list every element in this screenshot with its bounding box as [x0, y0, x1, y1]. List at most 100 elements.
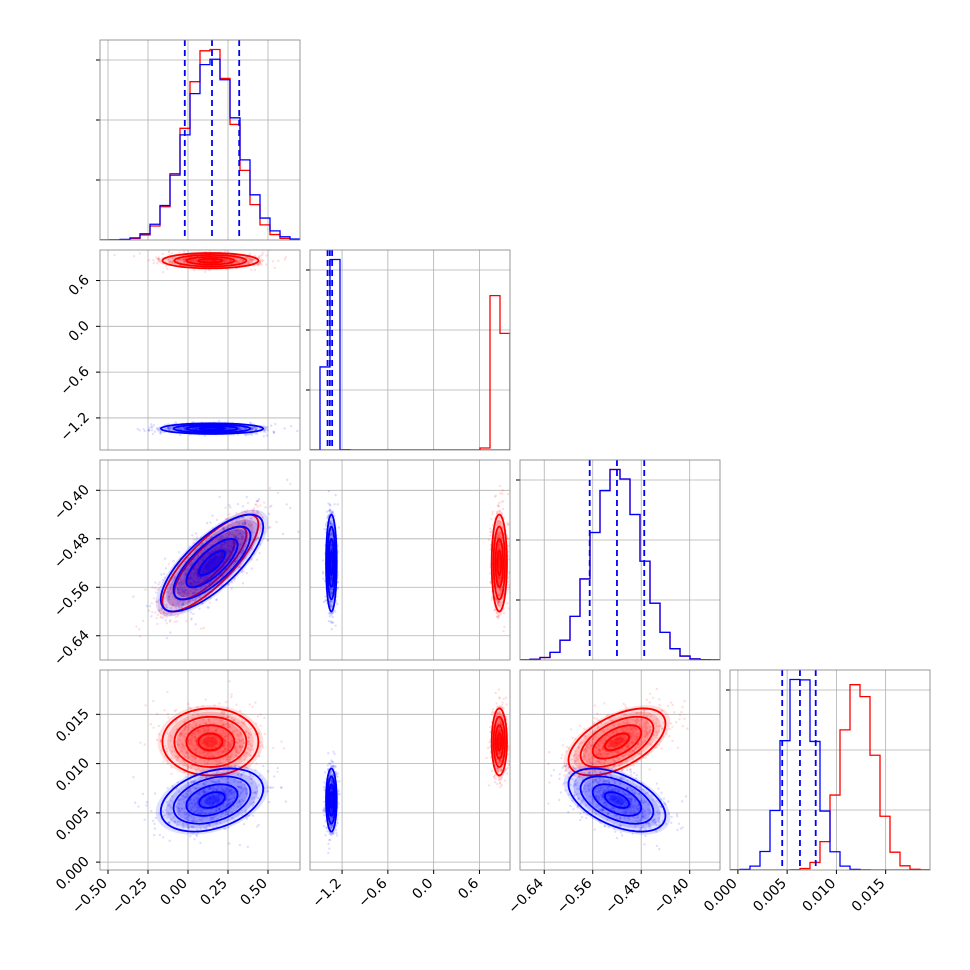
scatter-point — [189, 582, 192, 585]
scatter-point — [206, 728, 209, 731]
scatter-point — [498, 545, 501, 548]
scatter-point — [191, 576, 194, 580]
scatter-point — [211, 550, 214, 554]
scatter-point — [240, 541, 243, 544]
scatter-point — [233, 560, 237, 563]
scatter-point — [252, 507, 256, 510]
scatter-point — [239, 531, 242, 535]
scatter-point — [261, 253, 264, 257]
scatter-point — [497, 600, 501, 603]
scatter-point — [147, 429, 150, 432]
scatter-point — [215, 557, 219, 561]
scatter-point — [261, 516, 265, 519]
scatter-point — [497, 601, 500, 604]
scatter-point — [254, 538, 257, 541]
scatter-point — [497, 576, 500, 580]
scatter-point — [202, 567, 205, 571]
scatter-point — [202, 567, 205, 570]
scatter-point — [166, 712, 170, 716]
scatter-point — [231, 546, 234, 550]
scatter-point — [489, 581, 492, 584]
scatter-point — [289, 425, 293, 428]
scatter-point — [330, 532, 333, 536]
scatter-point — [330, 516, 333, 520]
scatter-point — [218, 761, 221, 765]
scatter-point — [253, 268, 257, 272]
scatter-point — [323, 527, 326, 531]
scatter-point — [244, 538, 247, 542]
scatter-point — [181, 579, 185, 582]
scatter-point — [183, 260, 186, 263]
scatter-point — [204, 555, 207, 559]
scatter-point — [191, 759, 194, 762]
scatter-point — [210, 740, 214, 744]
scatter-point — [230, 543, 233, 546]
scatter-point — [193, 583, 196, 586]
scatter-point — [189, 589, 193, 593]
scatter-point — [230, 545, 234, 548]
scatter-point — [198, 607, 201, 610]
scatter-point — [330, 621, 333, 624]
scatter-point — [236, 533, 239, 537]
scatter-point — [176, 564, 180, 568]
scatter-point — [241, 582, 245, 585]
scatter-point — [216, 569, 219, 573]
scatter-point — [226, 259, 229, 263]
scatter-point — [257, 256, 261, 260]
scatter-point — [188, 726, 191, 729]
scatter-point — [234, 560, 237, 563]
scatter-point — [198, 578, 201, 582]
scatter-point — [171, 603, 174, 606]
scatter-point — [228, 513, 231, 516]
scatter-point — [228, 544, 232, 548]
scatter-point — [507, 544, 510, 548]
scatter-point — [205, 566, 209, 569]
scatter-point — [209, 558, 212, 561]
scatter-point — [169, 426, 173, 429]
scatter-point — [147, 428, 151, 432]
scatter-point — [221, 711, 224, 714]
scatter-point — [326, 516, 329, 519]
scatter-point — [183, 426, 186, 430]
scatter-point — [188, 599, 192, 602]
scatter-point — [242, 544, 245, 547]
scatter-point — [229, 562, 233, 566]
density-fill — [186, 425, 238, 432]
scatter-point — [162, 572, 166, 576]
scatter-point — [245, 262, 248, 266]
scatter-point — [192, 748, 196, 751]
scatter-point — [191, 258, 195, 262]
scatter-point — [499, 491, 502, 495]
scatter-point — [321, 570, 325, 574]
scatter-point — [329, 603, 332, 606]
scatter-point — [328, 508, 332, 511]
scatter-point — [249, 525, 252, 528]
scatter-point — [207, 561, 210, 565]
scatter-point — [226, 723, 230, 726]
scatter-point — [193, 588, 197, 591]
scatter-point — [498, 600, 501, 604]
scatter-point — [244, 730, 248, 734]
scatter-point — [185, 751, 188, 755]
scatter-point — [222, 572, 226, 575]
scatter-point — [189, 577, 192, 580]
scatter-point — [240, 746, 244, 749]
scatter-point — [187, 578, 190, 581]
scatter-point — [208, 734, 211, 737]
scatter-point — [219, 573, 222, 576]
scatter-point — [176, 587, 179, 591]
scatter-point — [227, 726, 230, 729]
scatter-point — [502, 612, 506, 615]
scatter-point — [178, 592, 181, 595]
scatter-point — [330, 534, 334, 537]
scatter-point — [199, 586, 203, 589]
scatter-point — [328, 615, 332, 618]
scatter-point — [252, 257, 255, 261]
scatter-point — [169, 585, 172, 589]
scatter-point — [201, 557, 205, 560]
scatter-point — [204, 721, 207, 725]
scatter-point — [330, 543, 333, 547]
scatter-point — [214, 746, 217, 749]
scatter-point — [330, 611, 333, 615]
scatter-point — [189, 574, 193, 578]
